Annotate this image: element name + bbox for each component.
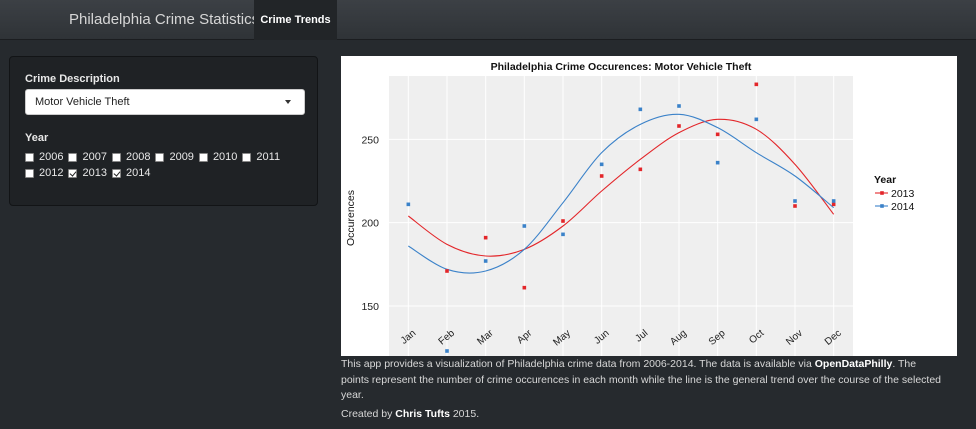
credit-suffix: 2015. — [449, 408, 480, 420]
trend-line-2013 — [408, 118, 835, 257]
data-point-2013 — [831, 202, 836, 207]
navbar: Philadelphia Crime Statistics Crime Tren… — [0, 0, 976, 40]
year-checkbox-2011[interactable]: 2011 — [242, 151, 280, 163]
data-point-2013 — [754, 82, 759, 87]
author-link[interactable]: Chris Tufts — [395, 408, 450, 420]
data-point-2013 — [522, 285, 527, 290]
checkbox-unchecked-icon[interactable] — [25, 152, 34, 162]
tab-crime-trends[interactable]: Crime Trends — [254, 0, 337, 40]
description-text-part: . The points represent the number of cri… — [341, 358, 942, 401]
crime-description-label: Crime Description — [25, 73, 120, 85]
credit-prefix: Created by — [341, 408, 396, 420]
y-tick-label: 150 — [361, 301, 379, 313]
legend-label-2013: 2013 — [891, 188, 915, 200]
y-axis-label: Occurences — [345, 190, 357, 246]
data-point-2013 — [599, 174, 604, 178]
year-checkbox-label: 2012 — [39, 167, 64, 179]
checkbox-unchecked-icon[interactable] — [111, 152, 121, 162]
data-point-2014 — [715, 160, 720, 165]
data-point-2014 — [406, 202, 411, 207]
checkbox-unchecked-icon[interactable] — [68, 152, 78, 162]
year-checkbox-label: 2010 — [212, 151, 238, 163]
crime-description-select[interactable]: Motor Vehicle Theft — [25, 89, 305, 115]
description-text-part: This app provides a visualization of Phi… — [341, 358, 815, 370]
legend-label-2014: 2014 — [891, 201, 915, 213]
credit-text: Created by Chris Tufts 2015. — [341, 408, 479, 420]
year-checkbox-2012[interactable]: 2012 — [25, 167, 63, 179]
year-checkbox-label: 2007 — [82, 151, 107, 163]
year-checkbox-2009[interactable]: 2009 — [155, 151, 194, 163]
year-checkbox-label: 2011 — [256, 151, 281, 163]
year-checkbox-row: 2006 2007 2008 2009 2010 2011 — [25, 151, 285, 165]
year-checkbox-label: 2009 — [169, 151, 194, 163]
y-tick-label: 250 — [361, 134, 379, 146]
plot-panel — [389, 76, 853, 356]
checkbox-checked-icon[interactable] — [111, 168, 121, 178]
checkbox-unchecked-icon[interactable] — [25, 168, 34, 178]
legend-marker-2014 — [880, 204, 884, 208]
data-point-2013 — [677, 124, 681, 128]
year-checkbox-label: 2014 — [125, 167, 151, 179]
checkbox-unchecked-icon[interactable] — [155, 152, 165, 162]
checkbox-unchecked-icon[interactable] — [198, 152, 208, 162]
year-checkbox-row: 2012 2013 2014 — [25, 167, 155, 181]
data-point-2013 — [483, 235, 488, 240]
data-point-2013 — [561, 219, 565, 223]
data-point-2013 — [638, 167, 643, 172]
legend-title: Year — [874, 174, 896, 186]
data-point-2014 — [599, 162, 604, 167]
y-tick-label: 200 — [361, 218, 379, 230]
crime-description-value: Motor Vehicle Theft — [35, 96, 130, 108]
year-checkbox-label: 2008 — [125, 151, 151, 163]
year-label: Year — [25, 132, 49, 144]
data-point-2014 — [831, 199, 836, 203]
year-checkbox-label: 2013 — [82, 167, 107, 179]
app-title[interactable]: Philadelphia Crime Statistics — [69, 11, 260, 28]
data-point-2014 — [677, 104, 681, 108]
year-checkbox-2013[interactable]: 2013 — [68, 167, 107, 179]
trend-line-2014 — [408, 113, 835, 274]
year-checkbox-2006[interactable]: 2006 — [25, 151, 63, 163]
data-point-2013 — [445, 269, 449, 273]
description-text: This app provides a visualization of Phi… — [341, 357, 941, 404]
year-checkbox-2007[interactable]: 2007 — [68, 151, 107, 163]
data-point-2014 — [561, 232, 565, 237]
year-checkbox-2008[interactable]: 2008 — [111, 151, 151, 163]
year-checkbox-2010[interactable]: 2010 — [198, 151, 238, 163]
year-checkbox-2014[interactable]: 2014 — [111, 167, 151, 179]
sidebar-panel: Crime Description Motor Vehicle Theft Ye… — [9, 56, 318, 206]
data-point-2014 — [793, 199, 797, 203]
data-point-2013 — [793, 204, 797, 208]
data-point-2014 — [445, 349, 449, 353]
data-point-2014 — [638, 107, 643, 112]
chevron-down-icon — [285, 100, 291, 104]
year-checkbox-label: 2006 — [39, 151, 64, 163]
data-point-2013 — [715, 132, 720, 137]
opendataphilly-link[interactable]: OpenDataPhilly — [814, 358, 893, 370]
data-point-2014 — [754, 117, 759, 122]
data-point-2014 — [522, 224, 527, 228]
crime-trend-chart: Philadelphia Crime Occurences: Motor Veh… — [341, 56, 957, 356]
checkbox-checked-icon[interactable] — [68, 168, 78, 178]
checkbox-unchecked-icon[interactable] — [242, 152, 252, 162]
chart-title: Philadelphia Crime Occurences: Motor Veh… — [491, 61, 752, 73]
legend-marker-2013 — [880, 191, 884, 195]
data-point-2014 — [483, 259, 488, 263]
